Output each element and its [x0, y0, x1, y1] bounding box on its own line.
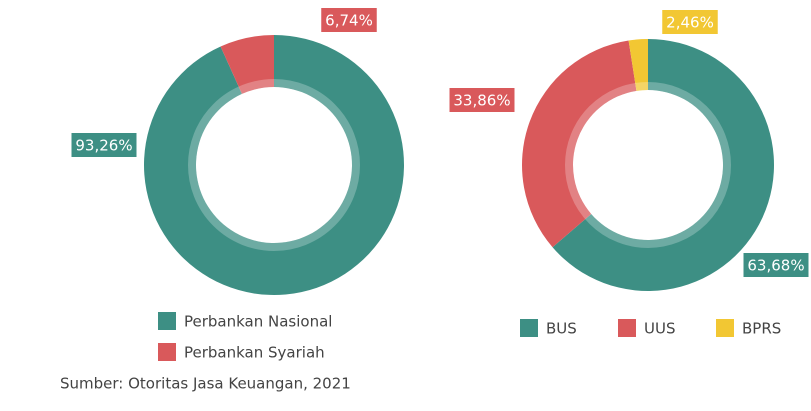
donut-slice	[143, 35, 404, 295]
label-box	[71, 133, 137, 157]
source-note: Sumber: Otoritas Jasa Keuangan, 2021	[60, 375, 351, 393]
legend-label: UUS	[644, 320, 675, 338]
legend-label: BPRS	[742, 320, 781, 338]
legend-swatch	[618, 319, 636, 337]
legend-swatch	[716, 319, 734, 337]
label-box	[662, 10, 718, 34]
legend-swatch	[158, 343, 176, 361]
donut-slice	[522, 40, 637, 248]
legend-swatch	[158, 312, 176, 330]
data-label: 33,86%	[453, 92, 510, 110]
legend-label: BUS	[546, 320, 577, 338]
label-box	[743, 253, 809, 277]
data-label: 2,46%	[666, 14, 714, 32]
legend-swatch	[520, 319, 538, 337]
data-label: 6,74%	[325, 12, 373, 30]
inner-ring	[565, 82, 731, 248]
legend-label: Perbankan Syariah	[184, 344, 325, 362]
label-box	[321, 8, 377, 32]
donut-slice	[552, 39, 775, 291]
legend-label: Perbankan Nasional	[184, 313, 332, 331]
donut-slice	[220, 35, 274, 94]
data-label: 63,68%	[747, 257, 804, 275]
data-label: 93,26%	[75, 137, 132, 155]
donut-slice	[628, 39, 648, 91]
label-box	[449, 88, 515, 112]
inner-ring	[188, 79, 360, 251]
